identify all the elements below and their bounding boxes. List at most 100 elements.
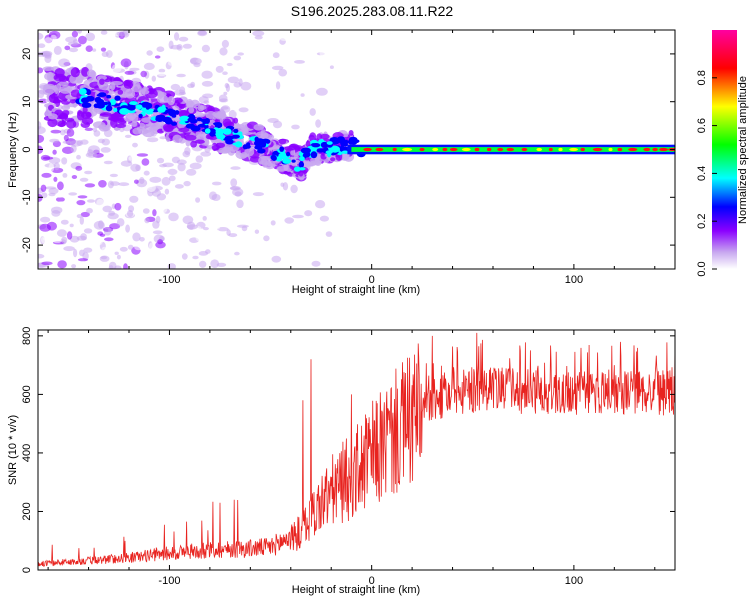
snr-xtick-label: 100 [565, 575, 583, 587]
heatmap-noise-cell [108, 261, 117, 269]
heatmap-noise-cell [107, 212, 119, 220]
heatmap-band-peak [392, 147, 397, 152]
heatmap-cloud-cell [44, 72, 56, 81]
heatmap-noise-cell [76, 154, 81, 160]
heatmap-noise-cell [79, 216, 85, 225]
heatmap-noise-cell [292, 214, 304, 219]
heatmap-noise-cell [92, 237, 103, 246]
heatmap-ridge-cell [200, 118, 209, 123]
heatmap-noise-cell [83, 247, 93, 253]
heatmap-cloud-cell [42, 66, 55, 71]
heatmap-noise-cell [85, 32, 96, 42]
snr-xtick-label: -100 [158, 575, 180, 587]
heatmap-noise-cell [264, 70, 273, 77]
heatmap-noise-cell [127, 244, 134, 250]
heatmap-cloud-cell [138, 89, 150, 95]
heatmap-noise-cell [234, 251, 240, 256]
heatmap-noise-cell [241, 225, 248, 232]
heatmap-band-peak [617, 147, 623, 152]
heatmap-noise-cell [38, 67, 44, 74]
heatmap-ridge-cell [174, 110, 180, 115]
heatmap-band-peak [419, 147, 425, 152]
heatmap-noise-cell [124, 70, 135, 75]
heatmap-noise-cell [202, 93, 214, 99]
heatmap-noise-cell [224, 82, 229, 89]
heatmap-noise-cell [142, 208, 150, 214]
heatmap-cloud-cell [178, 127, 190, 133]
heatmap-ridge-cell [148, 108, 154, 113]
heatmap-noise-cell [195, 155, 204, 163]
heatmap-cloud-cell [184, 134, 197, 141]
heatmap-noise-cell [311, 260, 321, 267]
heatmap-noise-cell [186, 202, 194, 210]
heatmap-ridge-cell [257, 148, 266, 154]
heatmap-noise-cell [40, 249, 48, 253]
heatmap-ridge-cell [293, 166, 301, 172]
heatmap-noise-cell [101, 138, 111, 146]
heatmap-cloud-cell [100, 112, 112, 117]
heatmap-noise-cell [309, 108, 316, 116]
heatmap-noise-cell [78, 35, 87, 45]
heatmap-noise-cell [163, 49, 169, 58]
heatmap-noise-cell [152, 220, 160, 229]
heatmap-ridge-cell [214, 122, 223, 129]
heatmap-noise-cell [55, 192, 64, 198]
heatmap-noise-cell [103, 160, 113, 165]
snr-series-line [38, 332, 675, 567]
heatmap-cloud-cell [61, 105, 71, 111]
heatmap-noise-cell [182, 215, 194, 225]
heatmap-noise-cell [280, 182, 285, 187]
heatmap-noise-cell [85, 152, 98, 158]
snr-xlabel: Height of straight line (km) [292, 584, 420, 596]
heatmap-cloud-cell [124, 88, 136, 99]
heatmap-ridge-cell [286, 151, 291, 157]
heatmap-noise-cell [294, 60, 305, 64]
heatmap-noise-cell [99, 255, 110, 262]
heatmap-band-peak [628, 147, 638, 152]
heatmap-noise-cell [230, 166, 241, 170]
heatmap-band-peak [643, 147, 651, 152]
heatmap-noise-cell [65, 36, 77, 43]
heatmap-cloud-cell [142, 129, 155, 138]
heatmap-cloud-cell [348, 130, 354, 136]
heatmap-ridge-cell [129, 101, 138, 106]
heatmap-ridge-cell [110, 98, 116, 106]
heatmap-cloud-cell [69, 74, 80, 84]
heatmap-noise-cell [102, 205, 113, 213]
heatmap-cloud-cell [222, 118, 232, 128]
heatmap-cloud-cell [262, 158, 268, 168]
heatmap-noise-cell [215, 225, 220, 230]
heatmap-ridge-cell [78, 88, 87, 95]
heatmap-noise-cell [71, 175, 78, 179]
heatmap-ridge-cell [81, 102, 92, 108]
heatmap-noise-cell [211, 194, 221, 201]
heatmap-noise-cell [52, 238, 62, 243]
heatmap-noise-cell [143, 170, 150, 176]
heatmap-cloud-cell [278, 138, 287, 145]
spectrogram-ytick-label: -10 [21, 189, 33, 205]
heatmap-noise-cell [109, 173, 118, 178]
heatmap-noise-cell [156, 46, 165, 52]
heatmap-cloud-cell [115, 123, 127, 128]
heatmap-noise-cell [50, 129, 62, 134]
heatmap-noise-cell [133, 30, 139, 36]
heatmap-noise-cell [132, 142, 138, 148]
heatmap-noise-cell [203, 100, 210, 104]
heatmap-ridge-cell [217, 135, 225, 140]
heatmap-noise-cell [218, 94, 228, 103]
heatmap-noise-cell [157, 239, 164, 245]
heatmap-noise-cell [202, 227, 209, 231]
heatmap-noise-cell [177, 162, 186, 172]
heatmap-noise-cell [76, 235, 87, 241]
heatmap-band-peak [608, 147, 613, 152]
heatmap-noise-cell [254, 229, 260, 234]
heatmap-noise-cell [116, 218, 125, 227]
heatmap-cloud-cell [304, 161, 317, 167]
heatmap-noise-cell [164, 188, 170, 195]
heatmap-noise-cell [77, 195, 88, 199]
heatmap-noise-cell [38, 32, 44, 40]
heatmap-cloud-cell [48, 93, 59, 104]
heatmap-noise-cell [233, 55, 242, 61]
heatmap-ridge-cell [155, 115, 163, 120]
